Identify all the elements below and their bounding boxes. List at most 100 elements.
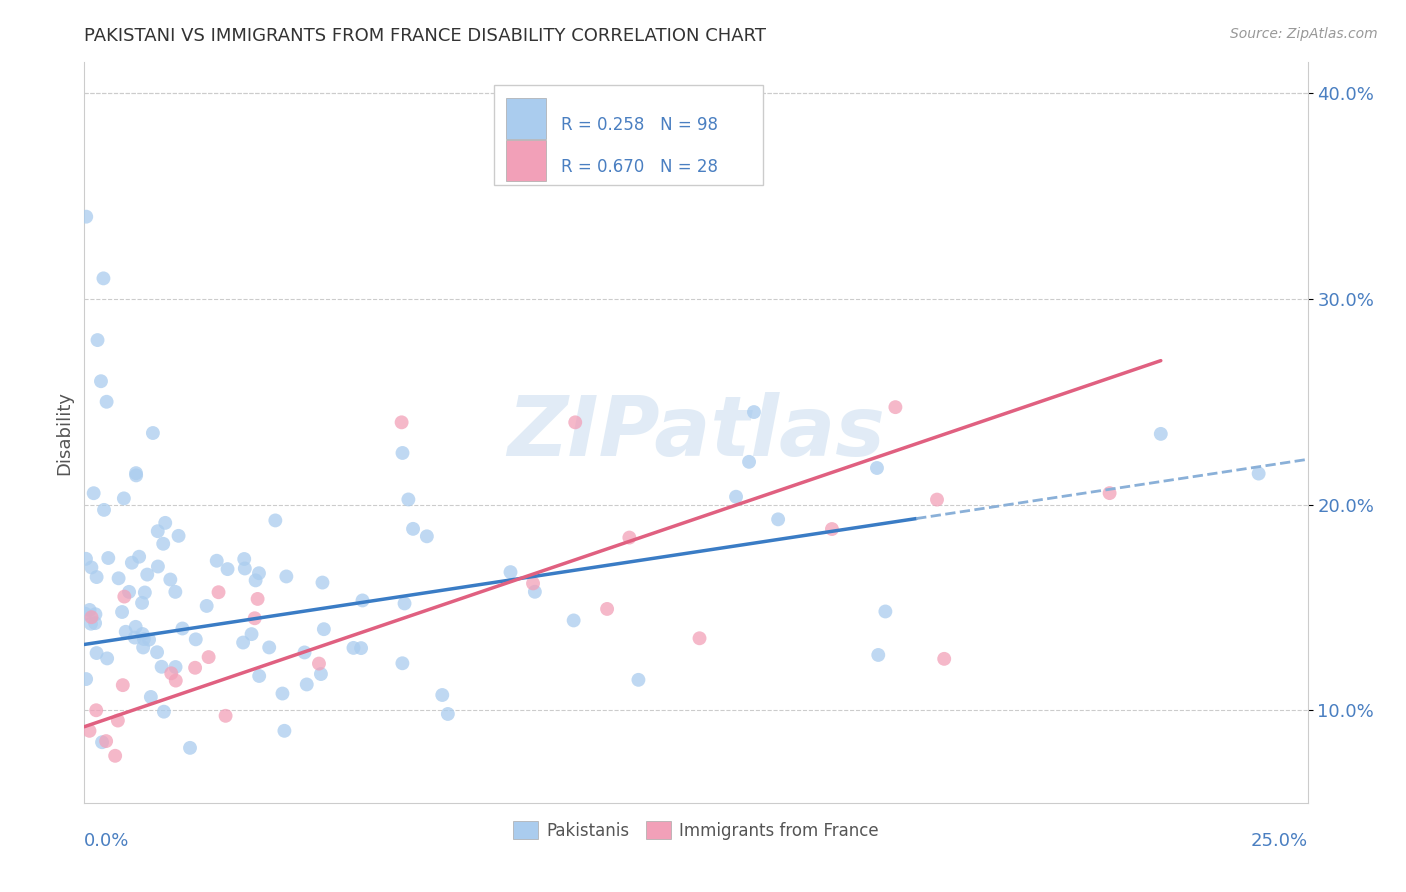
Y-axis label: Disability: Disability: [55, 391, 73, 475]
Point: [925, 492, 948, 507]
Point: [934, 652, 956, 666]
Point: [271, 687, 294, 701]
Point: [273, 723, 295, 738]
Point: [1247, 467, 1270, 481]
FancyBboxPatch shape: [506, 98, 546, 139]
Point: [80, 610, 103, 624]
Point: [134, 585, 156, 599]
Point: [184, 661, 207, 675]
Point: [96, 651, 118, 665]
Text: 0.0%: 0.0%: [84, 832, 129, 850]
Point: [84, 607, 107, 622]
Point: [766, 512, 789, 526]
Point: [394, 597, 416, 611]
Point: [868, 648, 890, 662]
Point: [93, 271, 115, 285]
Point: [257, 640, 280, 655]
Text: ZIPatlas: ZIPatlas: [508, 392, 884, 473]
Point: [396, 492, 419, 507]
Text: Source: ZipAtlas.com: Source: ZipAtlas.com: [1230, 27, 1378, 41]
Point: [350, 641, 373, 656]
Point: [725, 490, 748, 504]
Point: [619, 531, 641, 545]
Point: [233, 552, 256, 566]
Point: [308, 657, 330, 671]
Text: PAKISTANI VS IMMIGRANTS FROM FRANCE DISABILITY CORRELATION CHART: PAKISTANI VS IMMIGRANTS FROM FRANCE DISA…: [84, 27, 766, 45]
Point: [264, 513, 287, 527]
Point: [93, 503, 115, 517]
Point: [391, 657, 413, 671]
Point: [866, 461, 889, 475]
Point: [79, 603, 101, 617]
Point: [80, 616, 103, 631]
Point: [159, 573, 181, 587]
Point: [112, 590, 135, 604]
Point: [114, 624, 136, 639]
Point: [94, 734, 117, 748]
Point: [247, 669, 270, 683]
Point: [311, 575, 333, 590]
Point: [391, 446, 413, 460]
Point: [689, 632, 711, 646]
Point: [152, 537, 174, 551]
Point: [342, 640, 364, 655]
Point: [742, 405, 765, 419]
Point: [146, 524, 169, 539]
Point: [197, 650, 219, 665]
Point: [146, 645, 169, 659]
Point: [75, 551, 97, 566]
Point: [233, 561, 256, 575]
Point: [128, 549, 150, 564]
Text: R = 0.670   N = 28: R = 0.670 N = 28: [561, 158, 718, 176]
Point: [243, 611, 266, 625]
Point: [165, 585, 187, 599]
Point: [627, 673, 650, 687]
Point: [312, 622, 335, 636]
Point: [136, 567, 159, 582]
Point: [111, 605, 134, 619]
Point: [232, 635, 254, 649]
Point: [125, 466, 148, 480]
FancyBboxPatch shape: [506, 140, 546, 181]
Point: [142, 425, 165, 440]
Point: [86, 646, 108, 660]
Point: [247, 566, 270, 581]
Point: [165, 660, 187, 674]
Point: [124, 631, 146, 645]
Point: [96, 394, 118, 409]
Point: [160, 666, 183, 681]
Point: [79, 723, 101, 738]
Point: [167, 529, 190, 543]
Point: [217, 562, 239, 576]
Point: [179, 740, 201, 755]
Point: [165, 673, 187, 688]
Point: [139, 690, 162, 704]
Point: [111, 678, 134, 692]
Text: 25.0%: 25.0%: [1250, 832, 1308, 850]
Point: [184, 632, 207, 647]
Point: [562, 614, 585, 628]
Point: [499, 565, 522, 579]
Point: [138, 632, 160, 647]
Point: [207, 585, 229, 599]
Point: [214, 708, 236, 723]
Point: [875, 605, 897, 619]
Point: [91, 735, 114, 749]
Point: [118, 585, 141, 599]
Point: [86, 333, 108, 347]
Point: [522, 576, 544, 591]
Point: [195, 599, 218, 613]
Point: [132, 640, 155, 655]
Point: [73, 607, 96, 621]
Point: [107, 571, 129, 585]
Point: [97, 551, 120, 566]
Point: [205, 554, 228, 568]
Point: [146, 559, 169, 574]
Point: [391, 415, 413, 429]
Point: [1150, 426, 1173, 441]
Point: [564, 415, 586, 429]
Point: [83, 486, 105, 500]
Point: [294, 645, 316, 659]
Point: [86, 570, 108, 584]
Point: [80, 560, 103, 574]
